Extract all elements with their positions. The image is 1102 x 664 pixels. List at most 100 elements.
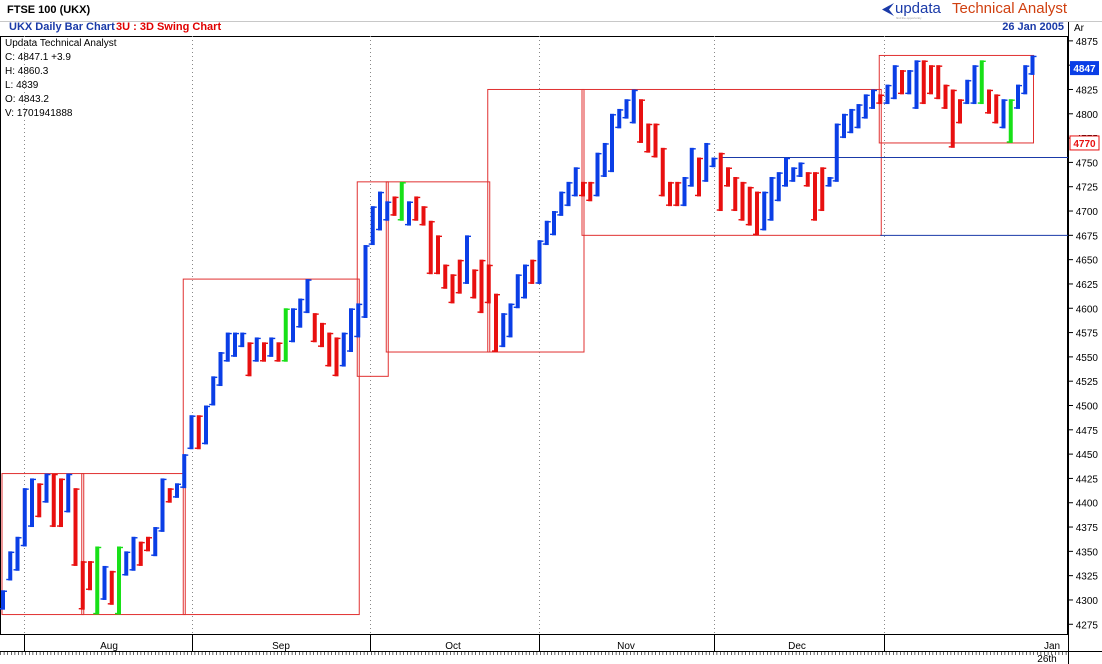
price-bar-range [218, 352, 223, 387]
price-bar [579, 181, 587, 197]
price-bar-range [341, 332, 346, 367]
readout-close: C: 4847.1 +3.9 [5, 52, 71, 63]
price-bar [927, 65, 935, 95]
price-axis-label: 4550 [1076, 353, 1099, 364]
price-bar-range [160, 478, 165, 532]
price-bar [354, 303, 363, 338]
chart-header: UKX Daily Bar Chart 3U : 3D Swing Chart … [0, 21, 1068, 36]
price-bar-range [907, 70, 912, 95]
price-bar [702, 142, 711, 182]
price-axis-label: 4750 [1076, 158, 1099, 169]
last-price-box [1070, 61, 1099, 76]
price-bar-range [675, 181, 680, 207]
price-bar [956, 99, 964, 124]
swing-box [581, 88, 882, 236]
price-bar-range [472, 269, 477, 299]
price-bar-range [88, 561, 92, 591]
price-bar [615, 108, 624, 129]
price-bar-range [240, 332, 245, 348]
price-bar-range [885, 84, 890, 105]
price-bar-range [501, 313, 506, 348]
price-bar-range [182, 454, 187, 489]
price-bar-range [1023, 65, 1028, 95]
price-bar [376, 191, 384, 231]
price-axis-label: 4325 [1076, 572, 1099, 583]
price-bar-range [283, 308, 288, 362]
price-bar [397, 181, 406, 221]
price-bar [825, 176, 834, 187]
price-bar [608, 113, 616, 173]
price-bar-range [334, 337, 339, 377]
price-bar-range [979, 60, 984, 105]
price-bar-range [1, 590, 5, 610]
price-bar [506, 303, 515, 338]
price-axis-label: 4800 [1076, 110, 1099, 121]
price-bar [963, 79, 972, 105]
price-bar-range [740, 181, 745, 221]
price-bar [57, 478, 65, 528]
price-bar-range [972, 65, 977, 105]
price-bar-range [378, 191, 382, 231]
price-bar [651, 123, 660, 158]
price-bar [854, 104, 863, 129]
price-bar [840, 113, 848, 139]
stop-level-label: 4770 [1073, 139, 1096, 150]
chart-title: UKX Daily Bar Chart [9, 21, 115, 33]
price-bar [1021, 65, 1030, 95]
price-bar [325, 332, 334, 367]
price-bar [803, 172, 812, 187]
price-bar-range [204, 405, 208, 445]
price-bar [165, 488, 174, 503]
price-bar [35, 483, 44, 518]
price-bar [13, 536, 22, 571]
price-bar-range [726, 167, 730, 187]
swing-box [182, 278, 360, 616]
price-bar-range [820, 167, 825, 212]
price-bar [158, 478, 167, 532]
price-bar [419, 206, 428, 226]
price-bar-range [813, 172, 817, 221]
price-axis-label: 4500 [1076, 401, 1099, 412]
price-bar-range [320, 322, 324, 348]
price-bar-range [769, 176, 774, 221]
price-bar-range [95, 546, 100, 615]
price-bar [173, 483, 181, 498]
price-bar-range [349, 308, 353, 353]
price-bar-range [66, 473, 71, 513]
price-bar-range [153, 527, 158, 557]
price-bar-range [80, 561, 85, 610]
price-bar [666, 181, 674, 207]
price-bar-range [950, 89, 955, 148]
price-bar-range [573, 167, 578, 197]
price-axis-label: 4700 [1076, 207, 1099, 218]
price-bar-range [312, 313, 317, 343]
price-bar [767, 176, 776, 221]
date-axis-label: Dec [788, 641, 806, 652]
logo-tagline: find the opportunity [896, 16, 922, 20]
price-bar-range [552, 211, 556, 236]
price-bar-range [595, 152, 600, 197]
price-bar-range [117, 546, 121, 615]
price-bar-range [44, 473, 49, 503]
date-axis-label: Jan [1044, 641, 1060, 652]
price-bar [28, 478, 36, 528]
price-bar [513, 274, 522, 309]
price-bar [637, 99, 645, 143]
price-bar [310, 313, 319, 343]
price-bar [93, 546, 102, 615]
price-bar-range [631, 89, 636, 124]
price-bar-range [871, 89, 875, 109]
price-bar-range [668, 181, 672, 207]
updata-logo: updata Technical Analyst find the opport… [882, 0, 1092, 20]
price-bar-range [175, 483, 179, 498]
price-bar [557, 191, 566, 216]
price-bar [267, 337, 276, 357]
price-bar-range [385, 201, 390, 221]
price-bar [753, 191, 761, 236]
logo-product: Technical Analyst [952, 0, 1068, 17]
price-bar [180, 454, 189, 489]
price-bar [673, 181, 682, 207]
price-axis-label: 4275 [1076, 620, 1099, 631]
price-bar [789, 167, 798, 182]
